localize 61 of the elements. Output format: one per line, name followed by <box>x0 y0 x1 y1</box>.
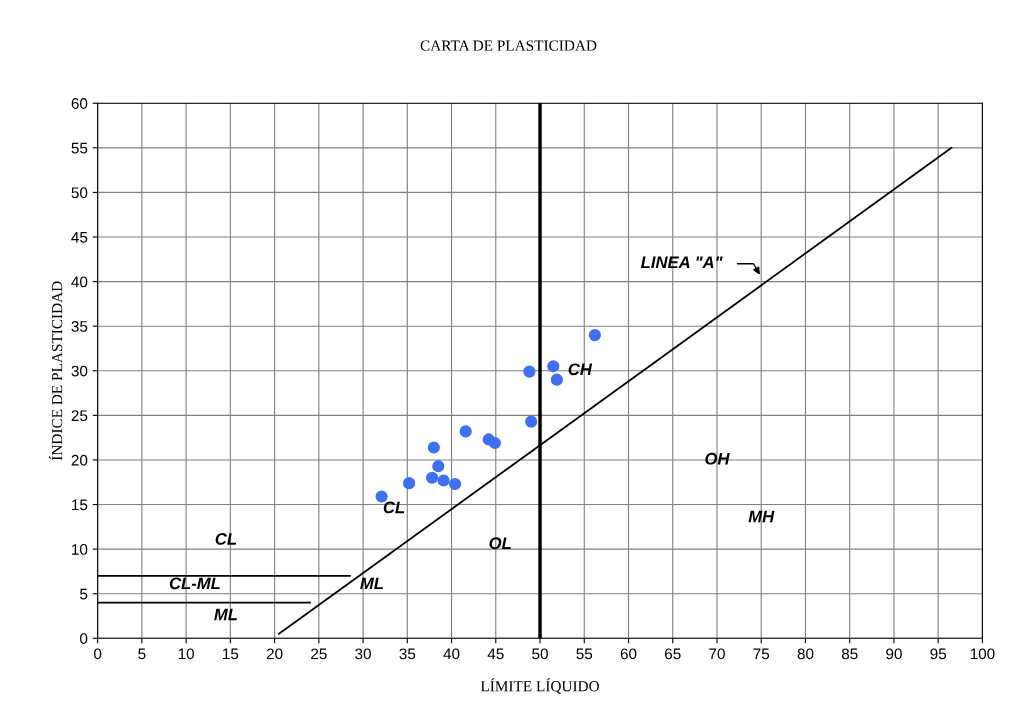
x-tick-label: 30 <box>355 648 371 660</box>
y-tick-label: 35 <box>71 321 88 332</box>
x-tick-label: 55 <box>576 648 593 660</box>
y-tick-label: 40 <box>71 276 88 288</box>
y-tick-label: 25 <box>71 410 88 422</box>
point <box>488 436 501 450</box>
y-tick-label: 45 <box>71 232 88 243</box>
annotation: ML <box>360 577 383 590</box>
chart-title: CARTA DE PLASTICIDAD <box>420 40 597 51</box>
y-tick-label: 55 <box>71 142 88 154</box>
annotation: CH <box>568 363 593 376</box>
y-tick-label: 5 <box>80 588 88 600</box>
point <box>426 471 439 484</box>
x-tick-label: 65 <box>665 648 681 660</box>
annotation: OL <box>489 537 511 550</box>
y-axis-title: ÍNDICE DE PLASTICIDAD <box>49 281 63 461</box>
y-tick-label: 30 <box>71 365 88 377</box>
point <box>547 360 560 373</box>
annotation: MH <box>748 510 775 523</box>
x-axis-title: LÍMITE LÍQUIDO <box>480 678 600 694</box>
point <box>437 474 450 487</box>
x-tick-label: 70 <box>709 648 725 660</box>
annotation: OH <box>705 452 730 465</box>
x-tick-label: 20 <box>266 648 283 660</box>
x-tick-label: 50 <box>532 648 548 660</box>
annotation: CL <box>383 501 405 514</box>
x-tick-label: 80 <box>797 648 814 660</box>
x-tick-label: 10 <box>178 648 195 660</box>
x-tick-label: 40 <box>443 648 460 660</box>
x-tick-label: 95 <box>930 648 947 660</box>
point <box>525 415 538 428</box>
point <box>550 373 563 386</box>
point <box>459 425 472 438</box>
x-tick-label: 15 <box>223 648 239 660</box>
x-tick-label: 25 <box>311 648 327 660</box>
annotation: ML <box>214 608 237 621</box>
point <box>523 365 536 378</box>
y-tick-label: 0 <box>80 633 88 644</box>
x-tick-label: 100 <box>970 648 995 660</box>
x-tick-label: 60 <box>620 648 637 660</box>
point <box>427 441 440 454</box>
x-tick-label: 35 <box>399 648 416 660</box>
point <box>449 477 462 491</box>
y-tick-label: 15 <box>72 499 88 511</box>
x-tick-label: 90 <box>886 648 902 660</box>
x-tick-label: 75 <box>753 648 770 660</box>
x-tick-label: 45 <box>487 648 504 660</box>
x-tick-label: 85 <box>841 648 858 660</box>
annotation: CL <box>215 533 237 545</box>
annotation: LINEA "A" <box>640 256 723 269</box>
x-tick-label: 0 <box>93 648 102 660</box>
point <box>432 460 445 473</box>
y-tick-label: 10 <box>72 543 88 555</box>
y-tick-label: 20 <box>71 454 88 466</box>
x-tick-label: 5 <box>138 648 146 660</box>
y-tick-label: 60 <box>71 98 88 109</box>
y-tick-label: 50 <box>71 187 88 199</box>
point <box>375 490 388 503</box>
point <box>588 329 601 342</box>
point <box>403 477 416 490</box>
annotation: CL-ML <box>169 577 220 590</box>
